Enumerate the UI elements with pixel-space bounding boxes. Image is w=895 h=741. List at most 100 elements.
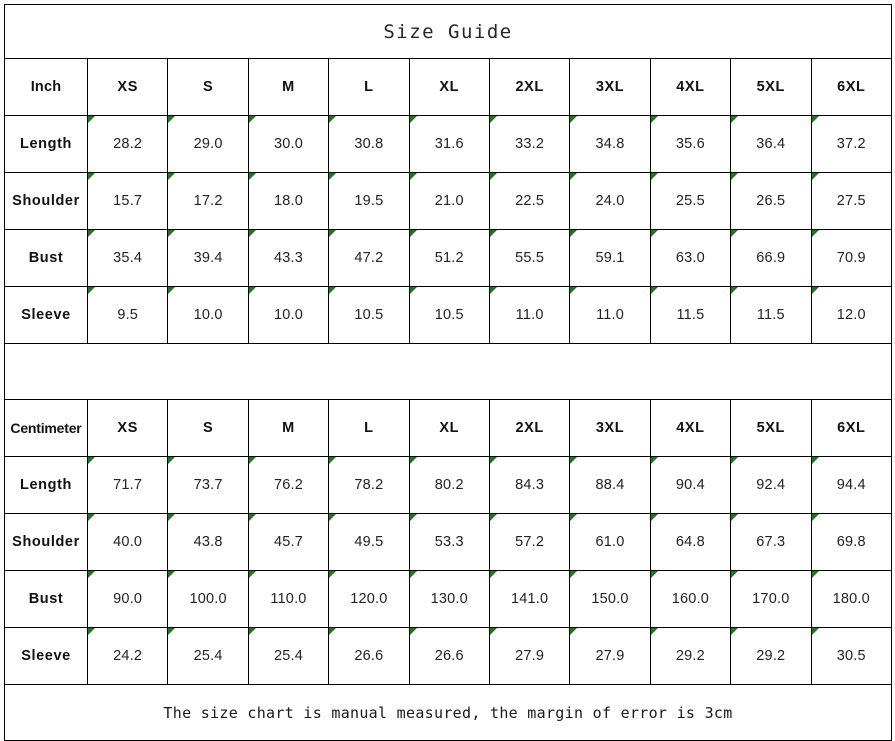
cell-inch-length-6xl: 37.2 xyxy=(810,115,893,173)
size-header-cm-3xl: 3XL xyxy=(569,399,651,457)
cell-cm-shoulder-m: 45.7 xyxy=(247,513,330,571)
table-row: Length 28.2 29.0 30.0 30.8 31.6 33.2 34.… xyxy=(4,115,893,173)
table-row: Shoulder 15.7 17.2 18.0 19.5 21.0 22.5 2… xyxy=(4,172,893,230)
cell-inch-shoulder-5xl: 26.5 xyxy=(730,172,812,230)
spacer-cell xyxy=(3,343,893,400)
cell-inch-sleeve-xl: 10.5 xyxy=(408,286,490,344)
cell-inch-sleeve-l: 10.5 xyxy=(328,286,410,344)
inch-header-row: Inch XS S M L XL 2XL 3XL 4XL 5XL 6XL xyxy=(4,58,893,116)
cell-cm-sleeve-2xl: 27.9 xyxy=(488,627,571,685)
table-row: Bust 90.0 100.0 110.0 120.0 130.0 141.0 … xyxy=(4,570,893,628)
cell-inch-shoulder-xl: 21.0 xyxy=(408,172,490,230)
cell-inch-sleeve-xs: 9.5 xyxy=(86,286,169,344)
size-header-xs: XS xyxy=(86,58,169,116)
cell-inch-shoulder-3xl: 24.0 xyxy=(569,172,651,230)
table-row: Sleeve 24.2 25.4 25.4 26.6 26.6 27.9 27.… xyxy=(4,627,893,685)
centimeter-header-row: Centimeter XS S M L XL 2XL 3XL 4XL 5XL 6… xyxy=(4,399,893,457)
cell-cm-bust-4xl: 160.0 xyxy=(649,570,732,628)
cell-inch-length-5xl: 36.4 xyxy=(730,115,812,173)
unit-header-centimeter: Centimeter xyxy=(4,399,88,457)
unit-header-inch: Inch xyxy=(4,58,88,116)
table-row: Length 71.7 73.7 76.2 78.2 80.2 84.3 88.… xyxy=(4,456,893,514)
cell-cm-length-4xl: 90.4 xyxy=(649,456,732,514)
cell-inch-length-l: 30.8 xyxy=(328,115,410,173)
cell-cm-shoulder-6xl: 69.8 xyxy=(810,513,893,571)
size-header-3xl: 3XL xyxy=(569,58,651,116)
cell-cm-shoulder-4xl: 64.8 xyxy=(649,513,732,571)
cell-cm-length-s: 73.7 xyxy=(167,456,249,514)
cell-inch-length-s: 29.0 xyxy=(167,115,249,173)
size-header-m: M xyxy=(247,58,330,116)
size-header-cm-xl: XL xyxy=(408,399,490,457)
cell-inch-sleeve-2xl: 11.0 xyxy=(488,286,571,344)
cell-cm-length-xs: 71.7 xyxy=(86,456,169,514)
cell-cm-sleeve-3xl: 27.9 xyxy=(569,627,651,685)
size-header-cm-6xl: 6XL xyxy=(810,399,893,457)
cell-inch-length-4xl: 35.6 xyxy=(649,115,732,173)
table-row: Sleeve 9.5 10.0 10.0 10.5 10.5 11.0 11.0… xyxy=(4,286,893,344)
cell-inch-bust-s: 39.4 xyxy=(167,229,249,287)
cell-inch-shoulder-m: 18.0 xyxy=(247,172,330,230)
cell-inch-length-m: 30.0 xyxy=(247,115,330,173)
size-header-cm-l: L xyxy=(328,399,410,457)
size-header-6xl: 6XL xyxy=(810,58,893,116)
cell-cm-shoulder-2xl: 57.2 xyxy=(488,513,571,571)
cell-inch-length-2xl: 33.2 xyxy=(488,115,571,173)
size-guide-body: Size Guide Inch XS S M L XL 2XL 3XL 4XL … xyxy=(3,4,893,741)
cell-inch-shoulder-2xl: 22.5 xyxy=(488,172,571,230)
cell-inch-bust-xl: 51.2 xyxy=(408,229,490,287)
cell-cm-sleeve-5xl: 29.2 xyxy=(730,627,812,685)
cell-cm-bust-6xl: 180.0 xyxy=(810,570,893,628)
measure-label-length-inch: Length xyxy=(4,115,88,173)
cell-inch-shoulder-s: 17.2 xyxy=(167,172,249,230)
cell-inch-bust-4xl: 63.0 xyxy=(649,229,732,287)
cell-inch-sleeve-5xl: 11.5 xyxy=(730,286,812,344)
cell-inch-bust-2xl: 55.5 xyxy=(488,229,571,287)
measure-label-shoulder-inch: Shoulder xyxy=(4,172,88,230)
cell-inch-shoulder-4xl: 25.5 xyxy=(649,172,732,230)
cell-cm-bust-2xl: 141.0 xyxy=(488,570,571,628)
cell-cm-length-6xl: 94.4 xyxy=(810,456,893,514)
size-header-cm-s: S xyxy=(167,399,249,457)
cell-cm-shoulder-5xl: 67.3 xyxy=(730,513,812,571)
measure-label-bust-cm: Bust xyxy=(4,570,88,628)
size-guide-table: Size Guide Inch XS S M L XL 2XL 3XL 4XL … xyxy=(3,4,893,741)
cell-cm-sleeve-s: 25.4 xyxy=(167,627,249,685)
cell-inch-sleeve-s: 10.0 xyxy=(167,286,249,344)
size-header-cm-m: M xyxy=(247,399,330,457)
cell-cm-shoulder-xs: 40.0 xyxy=(86,513,169,571)
cell-cm-bust-xs: 90.0 xyxy=(86,570,169,628)
cell-inch-bust-l: 47.2 xyxy=(328,229,410,287)
cell-cm-bust-l: 120.0 xyxy=(328,570,410,628)
cell-cm-bust-xl: 130.0 xyxy=(408,570,490,628)
size-header-2xl: 2XL xyxy=(488,58,571,116)
cell-cm-bust-3xl: 150.0 xyxy=(569,570,651,628)
cell-inch-length-xl: 31.6 xyxy=(408,115,490,173)
cell-cm-length-3xl: 88.4 xyxy=(569,456,651,514)
cell-cm-shoulder-s: 43.8 xyxy=(167,513,249,571)
measure-label-length-cm: Length xyxy=(4,456,88,514)
title-row: Size Guide xyxy=(3,4,893,59)
size-header-5xl: 5XL xyxy=(730,58,812,116)
cell-cm-bust-s: 100.0 xyxy=(167,570,249,628)
cell-inch-bust-6xl: 70.9 xyxy=(810,229,893,287)
cell-inch-sleeve-m: 10.0 xyxy=(247,286,330,344)
cell-inch-shoulder-l: 19.5 xyxy=(328,172,410,230)
cell-inch-sleeve-6xl: 12.0 xyxy=(810,286,893,344)
cell-cm-length-2xl: 84.3 xyxy=(488,456,571,514)
cell-inch-shoulder-6xl: 27.5 xyxy=(810,172,893,230)
cell-cm-length-xl: 80.2 xyxy=(408,456,490,514)
cell-cm-sleeve-m: 25.4 xyxy=(247,627,330,685)
cell-inch-shoulder-xs: 15.7 xyxy=(86,172,169,230)
cell-cm-sleeve-xs: 24.2 xyxy=(86,627,169,685)
size-header-4xl: 4XL xyxy=(649,58,732,116)
footer-note: The size chart is manual measured, the m… xyxy=(3,684,893,741)
cell-inch-bust-xs: 35.4 xyxy=(86,229,169,287)
size-header-cm-5xl: 5XL xyxy=(730,399,812,457)
size-header-xl: XL xyxy=(408,58,490,116)
page-title: Size Guide xyxy=(3,4,893,59)
size-header-cm-4xl: 4XL xyxy=(649,399,732,457)
cell-inch-sleeve-3xl: 11.0 xyxy=(569,286,651,344)
cell-cm-length-5xl: 92.4 xyxy=(730,456,812,514)
